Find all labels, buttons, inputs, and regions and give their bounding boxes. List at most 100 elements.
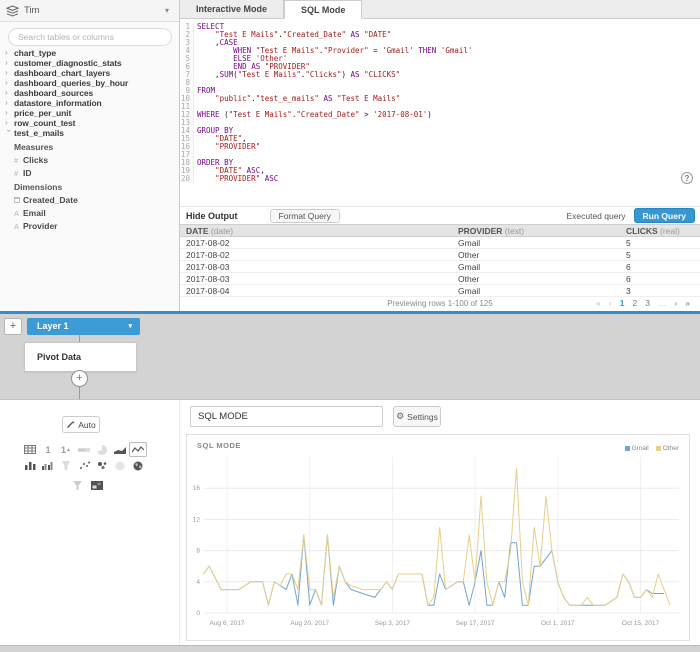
chart-type-map-icon[interactable] — [129, 458, 147, 473]
chart-type-pie-icon[interactable] — [93, 442, 111, 457]
filter-icon[interactable] — [68, 478, 86, 493]
legend-item-gmail[interactable]: Gmail — [624, 445, 649, 452]
chart-type-area-icon[interactable] — [111, 442, 129, 457]
legend-item-other[interactable]: Other — [655, 445, 679, 452]
page-button-1[interactable]: 1 — [619, 298, 625, 308]
table-row[interactable]: 2017-08-02 Gmail 5 — [180, 237, 700, 249]
schema-tree: › chart_type › customer_diagnostic_stats › da… — [0, 48, 179, 231]
page-button-‹[interactable]: ‹ — [608, 298, 612, 308]
text-type-icon: A — [14, 208, 20, 218]
add-step-button[interactable]: + — [71, 370, 88, 387]
settings-button[interactable]: ⚙ Settings — [393, 406, 441, 427]
field-provider[interactable]: A Provider — [14, 221, 58, 231]
line-chart[interactable]: 0 4 8 12 16 Aug 6, 2017 Aug 20, 2017 Sep 3, 201… — [193, 453, 685, 637]
svg-text:16: 16 — [193, 485, 200, 492]
field-clicks[interactable]: # Clicks — [14, 155, 49, 165]
panel-divider[interactable] — [0, 311, 700, 314]
table-row[interactable]: 2017-08-04 Gmail 3 — [180, 285, 700, 297]
measure-icon: # — [14, 155, 19, 165]
table-row-dashboard_chart_layers[interactable]: › dashboard_chart_layers — [5, 68, 111, 78]
chart-output-panel: ⚙ Settings SQL MODE Gmail Other 0 4 8 12 16 Au… — [180, 400, 700, 646]
chart-card: SQL MODE Gmail Other 0 4 8 12 16 Aug 6, 2017 Au… — [186, 434, 690, 641]
chart-type-bubble-icon[interactable] — [93, 458, 111, 473]
column-header-date[interactable]: DATE (date) — [186, 226, 234, 236]
layer-pipeline: + Layer 1 ▾ Pivot Data + — [0, 314, 700, 399]
help-icon[interactable]: ? — [681, 172, 693, 184]
sql-editor[interactable]: 1 SELECT 2 "Test E Mails"."Created_Date" A… — [180, 19, 700, 206]
hide-output-link[interactable]: Hide Output — [186, 210, 238, 221]
chart-type-gauge-icon[interactable] — [111, 458, 129, 473]
field-email[interactable]: A Email — [14, 208, 46, 218]
field-id[interactable]: # ID — [14, 168, 32, 178]
chevron-down-icon: › — [4, 129, 14, 133]
table-row-chart_type[interactable]: › chart_type — [5, 48, 56, 58]
svg-text:Aug 6, 2017: Aug 6, 2017 — [209, 620, 244, 627]
page-button-3[interactable]: 3 — [645, 298, 650, 308]
format-query-button[interactable]: Format Query — [269, 208, 340, 223]
table-row-price_per_unit[interactable]: › price_per_unit — [5, 108, 72, 118]
table-row-customer_diagnostic_stats[interactable]: › customer_diagnostic_stats — [5, 58, 122, 68]
code-line-12: 12 WHERE ("Test E Mails"."Created_Date" >… — [180, 110, 432, 119]
chart-type-scatter-icon[interactable] — [75, 458, 93, 473]
pipeline-step-pivot-data[interactable]: Pivot Data — [24, 342, 137, 372]
tree-section-dimensions: Dimensions — [14, 182, 63, 192]
result-table-footer: Previewing rows 1-100 of 125 « ‹ 1 2 3 … › » — [180, 297, 700, 310]
heatmap-icon[interactable] — [88, 478, 106, 493]
tab-sql-mode[interactable]: SQL Mode — [284, 0, 363, 19]
table-row-datastore_information[interactable]: › datastore_information — [5, 98, 102, 108]
code-line-20: 20 "PROVIDER" ASC — [180, 174, 279, 183]
pagination: « ‹ 1 2 3 … › » — [592, 298, 694, 308]
settings-label: Settings — [407, 411, 438, 422]
chart-type-grouped-bar-icon[interactable] — [39, 458, 57, 473]
chevron-right-icon: › — [5, 78, 8, 87]
chart-type-bullet-icon[interactable] — [75, 442, 93, 457]
svg-text:Oct 15, 2017: Oct 15, 2017 — [622, 620, 660, 627]
code-line-5: 5 ELSE 'Other' — [180, 55, 700, 63]
page-button-›[interactable]: › — [674, 298, 678, 308]
chart-type-single-value-indicator-icon[interactable]: 1 ▲ — [61, 444, 71, 455]
table-row[interactable]: 2017-08-02 Other 5 — [180, 249, 700, 261]
layer-label: Layer 1 — [37, 321, 69, 331]
chart-panel-title: SQL MODE — [197, 441, 241, 450]
data-source-selector[interactable]: Tim ▾ — [0, 0, 179, 22]
table-row-dashboard_sources[interactable]: › dashboard_sources — [5, 88, 94, 98]
chart-type-bar-icon[interactable] — [21, 458, 39, 473]
code-line-2: 2 "Test E Mails"."Created_Date" AS "DATE… — [180, 31, 700, 39]
add-layer-button[interactable]: + — [4, 318, 22, 335]
chart-type-row-2 — [21, 458, 147, 474]
page-button-…[interactable]: … — [657, 298, 667, 308]
chart-type-funnel-icon[interactable] — [57, 458, 75, 473]
tab-interactive-mode[interactable]: Interactive Mode — [180, 0, 285, 19]
column-header-clicks[interactable]: CLICKS (real) — [626, 226, 680, 236]
calendar-icon — [14, 197, 20, 203]
chart-type-line-icon[interactable] — [129, 442, 147, 457]
chart-type-table-icon[interactable] — [21, 442, 39, 457]
top-region: Tim ▾ ›chart_type›customer_diagnostic_st… — [0, 0, 700, 312]
table-row-row_count_test[interactable]: › row_count_test — [5, 118, 76, 128]
legend-swatch — [624, 446, 630, 451]
svg-text:0: 0 — [196, 610, 200, 617]
table-row[interactable]: 2017-08-03 Gmail 6 — [180, 261, 700, 273]
layer-dropdown[interactable]: Layer 1 ▾ — [27, 318, 140, 335]
code-line-11: 11 — [180, 103, 700, 111]
chart-builder: Auto 1 1 ▲ — [0, 399, 700, 646]
table-row-dashboard_queries_by_hour[interactable]: › dashboard_queries_by_hour — [5, 78, 129, 88]
code-line-15: 15 "DATE", — [180, 134, 247, 143]
chart-type-single-value-icon[interactable]: 1 — [45, 444, 51, 455]
table-row-test_e_mails[interactable]: › test_e_mails — [4, 128, 64, 138]
table-row[interactable]: 2017-08-03 Other 6 — [180, 273, 700, 285]
field-created_date[interactable]: Created_Date — [0, 195, 179, 205]
page-button-«[interactable]: « — [596, 298, 601, 308]
auto-chart-button[interactable]: Auto — [62, 416, 100, 433]
legend-swatch — [655, 446, 661, 451]
run-query-button[interactable]: Run Query — [633, 208, 695, 223]
connection-name: Tim — [24, 5, 40, 16]
preview-rows-text: Previewing rows 1-100 of 125 — [387, 299, 493, 308]
search-input[interactable] — [8, 28, 172, 46]
page-button-2[interactable]: 2 — [632, 298, 638, 308]
chart-title-input[interactable] — [190, 406, 383, 427]
code-line-16: 16 "PROVIDER" — [180, 142, 261, 151]
page-button-»[interactable]: » — [685, 298, 690, 308]
chevron-right-icon: › — [5, 58, 8, 67]
column-header-provider[interactable]: PROVIDER (text) — [458, 226, 525, 236]
